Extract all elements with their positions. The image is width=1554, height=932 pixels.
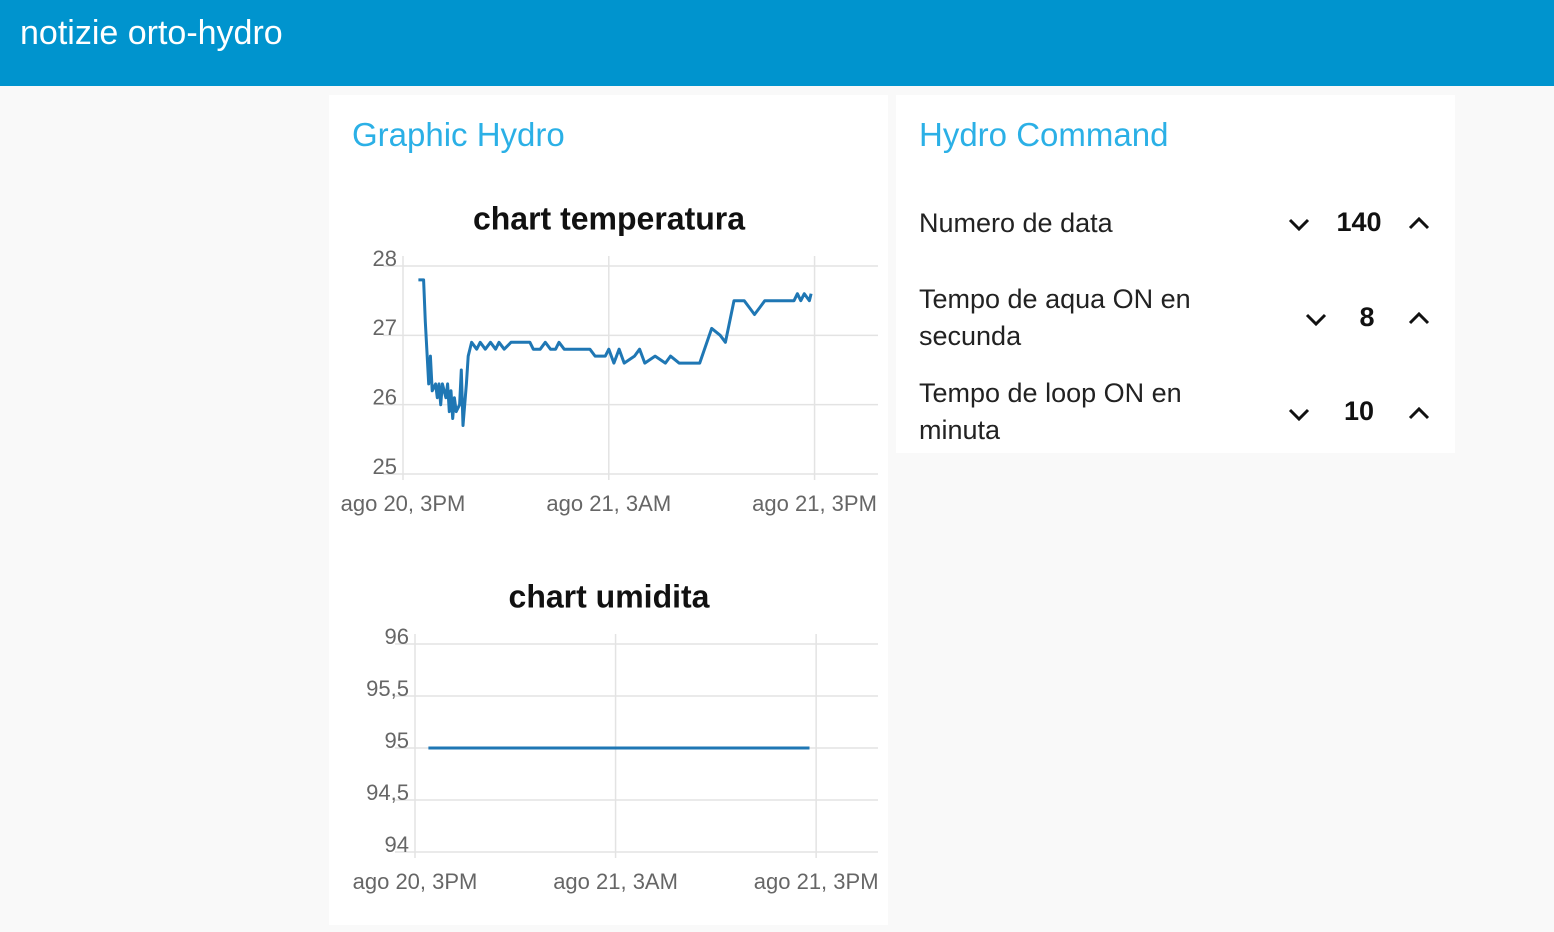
- chart-title: chart umidita: [509, 578, 710, 614]
- control-label: Numero de data: [919, 208, 1113, 238]
- increment-button[interactable]: [1404, 209, 1434, 239]
- y-tick-label: 25: [373, 454, 397, 479]
- y-tick-label: 28: [373, 246, 397, 271]
- control-label: Tempo de loop ON en minuta: [919, 378, 1182, 445]
- x-tick-label: ago 21, 3PM: [752, 491, 877, 516]
- y-tick-label: 96: [385, 624, 409, 649]
- x-tick-label: ago 20, 3PM: [341, 491, 466, 516]
- decrement-button[interactable]: [1284, 209, 1314, 239]
- y-tick-label: 95: [385, 728, 409, 753]
- y-tick-label: 27: [373, 315, 397, 340]
- group-card: [329, 95, 888, 925]
- data-line: [418, 278, 813, 427]
- x-tick-label: ago 21, 3AM: [553, 869, 678, 894]
- control-value: 8: [1359, 302, 1375, 332]
- increment-button[interactable]: [1404, 399, 1434, 429]
- control-label: Tempo de aqua ON en secunda: [919, 284, 1191, 351]
- control-value: 140: [1336, 207, 1382, 237]
- group-card: [896, 95, 1455, 453]
- y-tick-label: 94,5: [366, 780, 409, 805]
- group-title: Graphic Hydro: [352, 116, 565, 153]
- x-tick-label: ago 21, 3PM: [754, 869, 879, 894]
- y-tick-label: 95,5: [366, 676, 409, 701]
- control-value: 10: [1343, 396, 1375, 426]
- header-bar: notizie orto-hydro: [0, 0, 1554, 86]
- decrement-button[interactable]: [1284, 399, 1314, 429]
- header-title: notizie orto-hydro: [20, 14, 283, 52]
- chart-title: chart temperatura: [473, 200, 745, 236]
- y-tick-label: 26: [373, 384, 397, 409]
- x-tick-label: ago 21, 3AM: [546, 491, 671, 516]
- x-tick-label: ago 20, 3PM: [353, 869, 478, 894]
- increment-button[interactable]: [1404, 304, 1434, 334]
- y-tick-label: 94: [385, 832, 409, 857]
- group-title: Hydro Command: [919, 116, 1169, 153]
- decrement-button[interactable]: [1301, 304, 1331, 334]
